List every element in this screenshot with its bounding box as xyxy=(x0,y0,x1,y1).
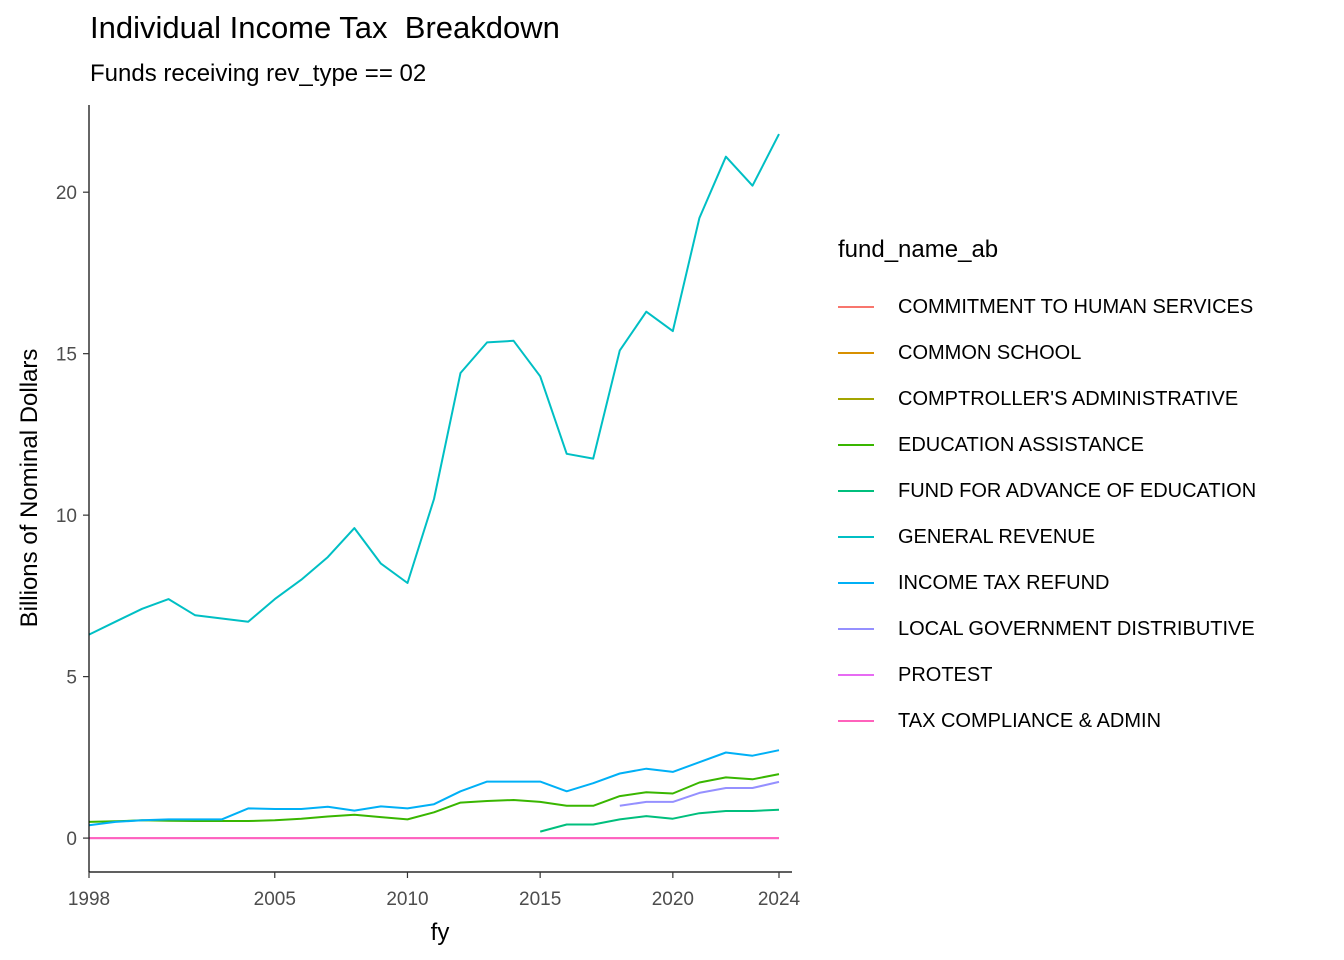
legend-item: PROTEST xyxy=(838,652,1256,698)
legend-key xyxy=(838,444,874,446)
legend-key xyxy=(838,306,874,308)
x-tick-label: 2015 xyxy=(519,889,561,910)
legend-key xyxy=(838,398,874,400)
series-line-6 xyxy=(88,749,780,827)
legend-item: COMPTROLLER'S ADMINISTRATIVE xyxy=(838,376,1256,422)
y-tick-label: 10 xyxy=(56,506,77,527)
legend-item: COMMON SCHOOL xyxy=(838,330,1256,376)
y-tick-label: 20 xyxy=(56,183,77,204)
legend-item: GENERAL REVENUE xyxy=(838,514,1256,560)
legend-item: TAX COMPLIANCE & ADMIN xyxy=(838,698,1256,744)
legend-label: COMMON SCHOOL xyxy=(898,341,1082,364)
legend-title: fund_name_ab xyxy=(838,236,999,263)
legend-key xyxy=(838,582,874,584)
y-tick-label: 5 xyxy=(66,668,77,689)
x-tick-label: 2020 xyxy=(652,889,694,910)
legend: fund_name_ab COMMITMENT TO HUMAN SERVICE… xyxy=(838,236,1256,744)
legend-label: TAX COMPLIANCE & ADMIN xyxy=(898,709,1162,732)
legend-key xyxy=(838,628,874,630)
legend-item: FUND FOR ADVANCE OF EDUCATION xyxy=(838,468,1256,514)
x-tick-label: 2005 xyxy=(254,889,296,910)
legend-item: INCOME TAX REFUND xyxy=(838,560,1256,606)
legend-key xyxy=(838,490,874,492)
series-line-4 xyxy=(539,808,780,833)
y-tick-label: 0 xyxy=(66,829,77,850)
legend-item: COMMITMENT TO HUMAN SERVICES xyxy=(838,284,1256,330)
legend-label: INCOME TAX REFUND xyxy=(898,571,1110,594)
series-line-5 xyxy=(88,133,780,636)
x-axis-title: fy xyxy=(431,919,450,946)
legend-key xyxy=(838,720,874,722)
legend-item: LOCAL GOVERNMENT DISTRIBUTIVE xyxy=(838,606,1256,652)
series-line-7 xyxy=(619,780,780,807)
legend-item: EDUCATION ASSISTANCE xyxy=(838,422,1256,468)
legend-label: COMMITMENT TO HUMAN SERVICES xyxy=(898,295,1254,318)
legend-label: COMPTROLLER'S ADMINISTRATIVE xyxy=(898,387,1239,410)
legend-key xyxy=(838,352,874,354)
legend-label: PROTEST xyxy=(898,663,993,686)
series-line-3 xyxy=(88,773,780,823)
legend-items: COMMITMENT TO HUMAN SERVICES COMMON SCHOO… xyxy=(838,284,1256,744)
series-layer xyxy=(88,133,780,840)
y-axis-title: Billions of Nominal Dollars xyxy=(16,349,43,628)
legend-key xyxy=(838,674,874,676)
x-tick-label: 2024 xyxy=(758,889,801,910)
x-tick-label: 1998 xyxy=(68,889,110,910)
legend-label: GENERAL REVENUE xyxy=(898,525,1096,548)
y-tick-label: 15 xyxy=(56,345,77,366)
axes-layer xyxy=(88,105,792,873)
x-tick-label: 2010 xyxy=(386,889,428,910)
chart-title: Individual Income Tax Breakdown xyxy=(90,10,560,45)
legend-label: LOCAL GOVERNMENT DISTRIBUTIVE xyxy=(898,617,1255,640)
legend-key xyxy=(838,536,874,538)
legend-label: FUND FOR ADVANCE OF EDUCATION xyxy=(898,479,1257,502)
legend-label: EDUCATION ASSISTANCE xyxy=(898,433,1144,456)
chart-subtitle: Funds receiving rev_type == 02 xyxy=(90,60,427,87)
ticks-layer: 1998 2005 2010 2015 2020 2024 0 5 10 15 20 xyxy=(56,183,801,910)
